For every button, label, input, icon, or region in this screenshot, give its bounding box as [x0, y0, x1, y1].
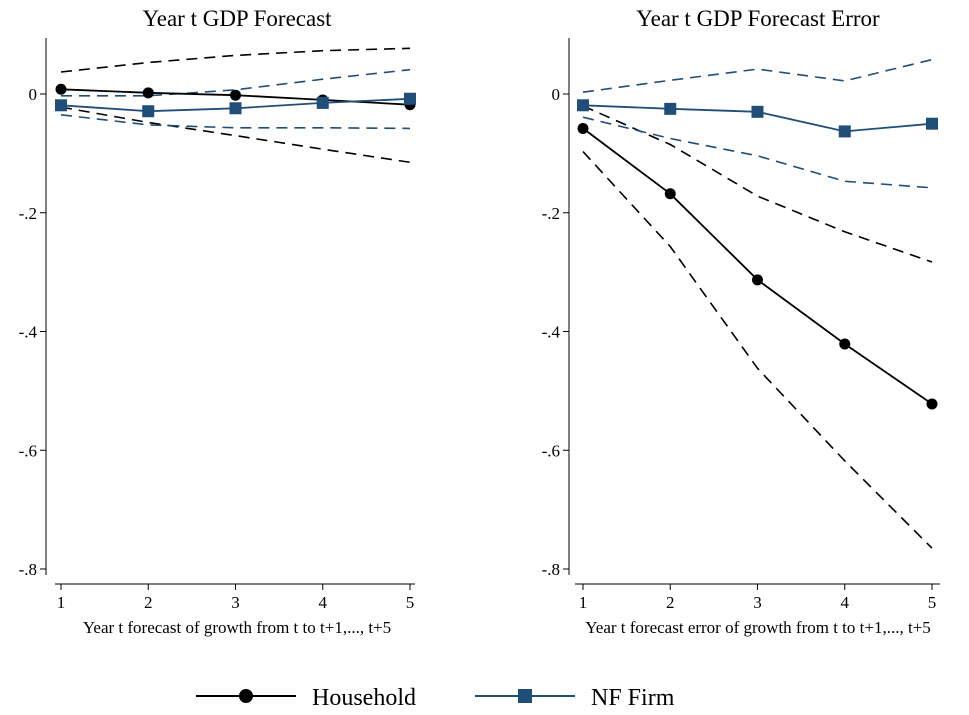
left-x-axis-label: Year t forecast of growth from t to t+1,…	[83, 618, 391, 637]
right-y-tick-label: -.2	[542, 204, 560, 223]
right-x-tick-label: 1	[579, 593, 588, 612]
left-y-tick-label: -.8	[19, 560, 37, 579]
left-y-tick-label: -.2	[19, 204, 37, 223]
legend-item-household: Household	[196, 685, 416, 711]
right-y-tick-label: 0	[552, 85, 561, 104]
right-point-nf-firm	[838, 125, 851, 138]
left-point-nf-firm	[316, 96, 329, 109]
right-point-household	[926, 398, 938, 410]
right-series-household-ci-lower	[582, 151, 933, 549]
left-point-nf-firm	[404, 92, 416, 105]
right-series-nf-firm-ci-lower	[582, 116, 933, 189]
right-point-nf-firm	[664, 102, 677, 115]
left-y-tick-label: 0	[29, 85, 38, 104]
right-point-nf-firm	[926, 117, 938, 130]
right-point-nf-firm	[751, 105, 764, 118]
left-series-nf-firm-ci-upper	[61, 68, 411, 97]
right-point-household	[839, 338, 851, 350]
left-point-nf-firm	[229, 102, 242, 115]
left-x-tick-label: 4	[319, 593, 328, 612]
right-panel: Year t GDP Forecast Error 0-.2-.4-.6-.8 …	[542, 6, 940, 637]
right-y-tick-label: -.6	[542, 441, 560, 460]
right-series-household-ci-upper	[582, 105, 933, 263]
left-x-ticks: 1 2 3 4 5	[57, 584, 415, 612]
right-x-tick-label: 5	[928, 593, 937, 612]
right-point-household	[577, 122, 589, 134]
left-x-tick-label: 1	[57, 593, 66, 612]
right-series-household	[582, 127, 933, 405]
left-series-household-ci-upper	[60, 47, 411, 73]
right-y-tick-label: -.8	[542, 560, 560, 579]
right-y-tick-label: -.4	[542, 323, 561, 342]
left-series-nf-firm-ci-lower	[60, 114, 411, 130]
left-y-ticks: 0 -.2 -.4 -.6 -.8	[19, 85, 46, 579]
left-chart-title: Year t GDP Forecast	[142, 6, 332, 31]
left-point-household	[142, 87, 154, 99]
left-x-tick-label: 2	[144, 593, 153, 612]
legend-marker-nf-firm	[518, 689, 532, 703]
left-point-household	[230, 89, 241, 101]
right-chart-title: Year t GDP Forecast Error	[636, 6, 880, 31]
left-series-household-ci-lower	[60, 106, 411, 164]
right-point-household	[752, 274, 763, 286]
right-x-tick-label: 4	[841, 593, 850, 612]
legend-marker-household	[239, 689, 253, 703]
left-point-household	[55, 83, 67, 95]
right-series-nf-firm-ci-upper	[582, 58, 933, 93]
left-y-tick-label: -.4	[19, 323, 38, 342]
right-y-ticks: 0 -.2 -.4 -.6 -.8	[542, 85, 569, 579]
right-series	[577, 58, 938, 549]
left-x-tick-label: 5	[406, 593, 415, 612]
right-x-tick-label: 3	[753, 593, 762, 612]
left-y-tick-label: -.6	[19, 441, 37, 460]
left-point-nf-firm	[55, 99, 67, 112]
legend-item-nf-firm: NF Firm	[475, 685, 675, 711]
right-x-ticks: 1 2 3 4 5	[579, 584, 937, 612]
right-point-household	[664, 188, 676, 200]
legend-label-nf-firm: NF Firm	[591, 685, 675, 711]
left-x-tick-label: 3	[231, 593, 240, 612]
left-point-nf-firm	[142, 105, 155, 118]
legend-label-household: Household	[312, 685, 416, 711]
right-x-axis-label: Year t forecast error of growth from t t…	[585, 618, 931, 637]
right-x-tick-label: 2	[666, 593, 675, 612]
left-series	[55, 47, 416, 164]
right-point-nf-firm	[577, 99, 589, 112]
legend: Household NF Firm	[196, 685, 675, 711]
